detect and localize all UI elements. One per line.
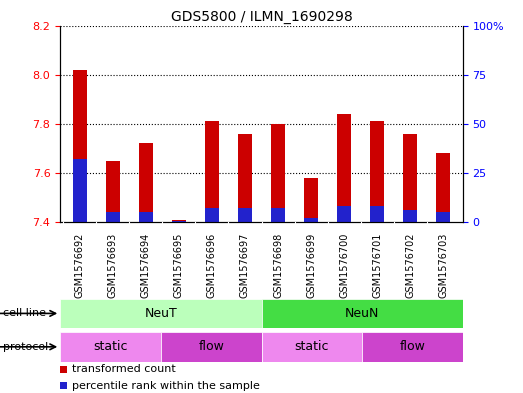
Text: GSM1576700: GSM1576700 — [339, 233, 349, 298]
Text: GSM1576701: GSM1576701 — [372, 233, 382, 298]
Bar — [139, 212, 153, 222]
Bar — [437, 153, 450, 222]
Text: GSM1576694: GSM1576694 — [141, 233, 151, 298]
Text: GSM1576692: GSM1576692 — [75, 233, 85, 298]
Text: protocol: protocol — [3, 342, 48, 352]
Bar — [106, 161, 120, 222]
Bar — [139, 143, 153, 222]
Bar — [262, 299, 463, 328]
Bar — [73, 70, 86, 222]
Bar — [106, 212, 120, 222]
Bar — [206, 121, 219, 222]
Bar — [173, 220, 186, 222]
Bar — [271, 124, 285, 222]
Text: cell line: cell line — [3, 309, 46, 318]
Text: flow: flow — [198, 340, 224, 353]
Bar — [304, 178, 317, 222]
Text: GSM1576703: GSM1576703 — [438, 233, 448, 298]
Bar — [60, 299, 262, 328]
Bar — [337, 206, 350, 222]
Text: GDS5800 / ILMN_1690298: GDS5800 / ILMN_1690298 — [170, 10, 353, 24]
Bar — [60, 332, 161, 362]
Text: flow: flow — [400, 340, 425, 353]
Text: GSM1576695: GSM1576695 — [174, 233, 184, 298]
Bar — [161, 332, 262, 362]
Text: transformed count: transformed count — [73, 364, 176, 375]
Text: static: static — [93, 340, 128, 353]
Text: GSM1576702: GSM1576702 — [405, 233, 415, 298]
Text: static: static — [294, 340, 329, 353]
Bar — [238, 134, 252, 222]
Bar — [238, 208, 252, 222]
Text: GSM1576699: GSM1576699 — [306, 233, 316, 298]
Bar — [173, 221, 186, 222]
Text: NeuN: NeuN — [345, 307, 379, 320]
Text: GSM1576693: GSM1576693 — [108, 233, 118, 298]
Bar — [206, 208, 219, 222]
Text: NeuT: NeuT — [144, 307, 177, 320]
Bar — [73, 159, 86, 222]
Bar — [370, 121, 384, 222]
Bar — [362, 332, 463, 362]
Bar — [304, 218, 317, 222]
Bar — [437, 212, 450, 222]
Bar — [370, 206, 384, 222]
Bar — [403, 210, 417, 222]
Bar — [271, 208, 285, 222]
Bar — [262, 332, 362, 362]
Bar — [337, 114, 350, 222]
Text: percentile rank within the sample: percentile rank within the sample — [73, 381, 260, 391]
Text: GSM1576697: GSM1576697 — [240, 233, 250, 298]
Text: GSM1576698: GSM1576698 — [273, 233, 283, 298]
Text: GSM1576696: GSM1576696 — [207, 233, 217, 298]
Bar — [403, 134, 417, 222]
